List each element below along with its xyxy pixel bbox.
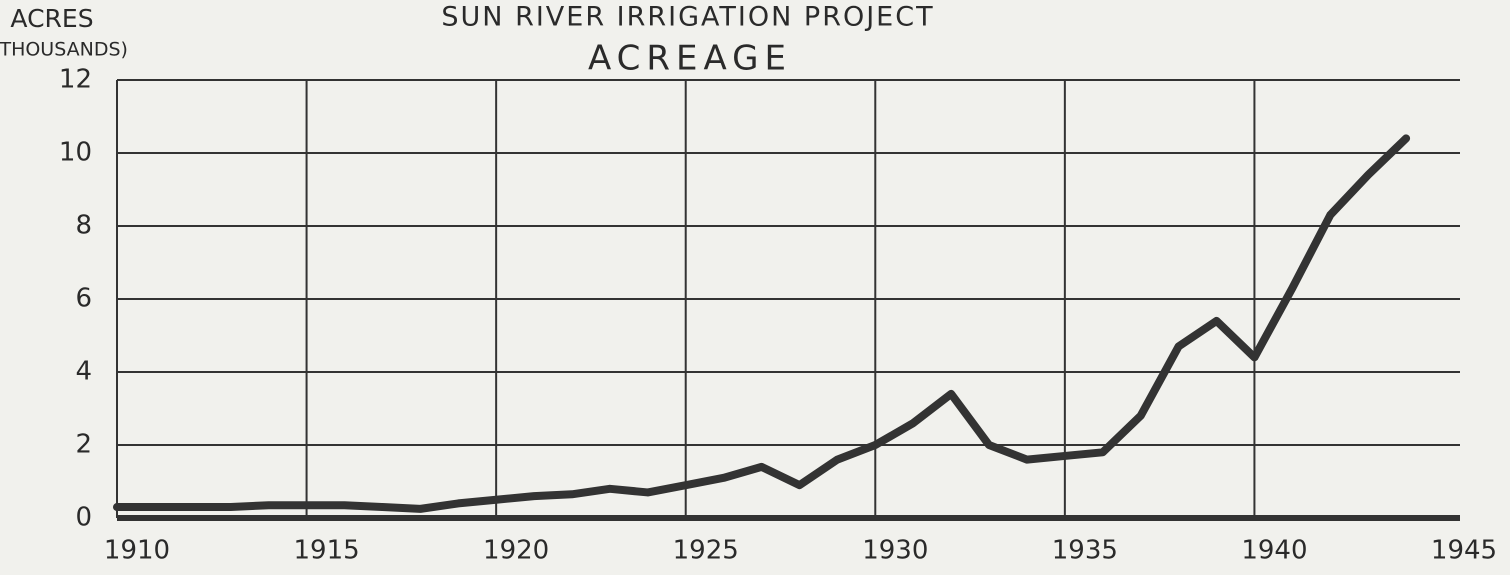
x-tick-label: 1930 bbox=[862, 536, 928, 566]
chart-subtitle: ACREAGE bbox=[588, 39, 792, 79]
x-tick-label: 1935 bbox=[1052, 536, 1118, 566]
x-tick-label: 1925 bbox=[673, 536, 739, 566]
y-tick-label: 10 bbox=[59, 138, 92, 168]
y-axis-label: ACRES bbox=[10, 4, 93, 33]
y-tick-label: 4 bbox=[75, 357, 92, 387]
y-tick-label: 6 bbox=[75, 284, 92, 314]
y-axis-units: (THOUSANDS) bbox=[0, 39, 128, 61]
x-tick-label: 1915 bbox=[293, 536, 359, 566]
x-tick-label: 1945 bbox=[1431, 536, 1497, 566]
x-tick-label: 1910 bbox=[104, 536, 170, 566]
x-tick-label: 1940 bbox=[1241, 536, 1307, 566]
y-tick-label: 8 bbox=[75, 211, 92, 241]
x-tick-label: 1920 bbox=[483, 536, 549, 566]
data-line bbox=[113, 134, 1411, 513]
y-tick-label: 12 bbox=[59, 65, 92, 95]
y-tick-label: 2 bbox=[75, 430, 92, 460]
y-tick-label: 0 bbox=[75, 503, 92, 533]
chart-title: SUN RIVER IRRIGATION PROJECT bbox=[441, 2, 934, 33]
